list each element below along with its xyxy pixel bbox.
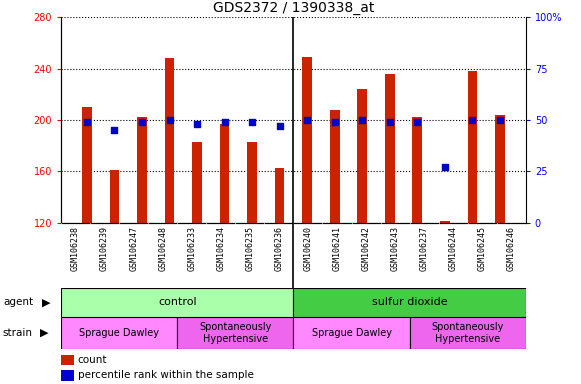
Point [385,119,394,125]
Text: control: control [158,297,196,308]
Bar [495,115,505,223]
Text: GSM106242: GSM106242 [361,226,371,271]
Bar [410,317,526,349]
Point [413,119,422,125]
Text: ▶: ▶ [42,297,51,308]
Bar [61,288,293,317]
Text: GSM106246: GSM106246 [507,226,516,271]
Text: GSM106233: GSM106233 [187,226,196,271]
Bar [177,317,293,349]
Point [330,119,339,125]
Text: GSM106244: GSM106244 [449,226,458,271]
Bar [61,355,74,365]
Bar [61,317,177,349]
Point [165,117,174,123]
Text: count: count [78,355,107,365]
Point [303,117,312,123]
Bar [293,317,410,349]
Bar [468,71,477,223]
Bar [220,124,229,223]
Text: GSM106238: GSM106238 [71,226,80,271]
Bar [440,222,450,223]
Bar [275,167,285,223]
Text: GSM106235: GSM106235 [245,226,254,271]
Text: GSM106245: GSM106245 [478,226,487,271]
Point [137,119,146,125]
Text: GSM106234: GSM106234 [216,226,225,271]
Point [468,117,477,123]
Text: Sprague Dawley: Sprague Dawley [311,328,392,338]
Text: Spontaneously
Hypertensive: Spontaneously Hypertensive [199,322,271,344]
Text: sulfur dioxide: sulfur dioxide [372,297,447,308]
Point [357,117,367,123]
Bar [357,89,367,223]
Point [192,121,202,127]
Text: strain: strain [3,328,33,338]
Point [110,127,119,133]
Point [83,119,92,125]
Point [275,123,284,129]
Bar [248,142,257,223]
Bar [293,288,526,317]
Point [495,117,504,123]
Text: GSM106236: GSM106236 [274,226,284,271]
Text: agent: agent [3,297,33,308]
Text: GSM106248: GSM106248 [158,226,167,271]
Text: Spontaneously
Hypertensive: Spontaneously Hypertensive [432,322,504,344]
Bar [61,370,74,381]
Bar [385,74,394,223]
Text: Sprague Dawley: Sprague Dawley [79,328,159,338]
Text: GSM106239: GSM106239 [100,226,109,271]
Text: GSM106241: GSM106241 [332,226,342,271]
Point [220,119,229,125]
Title: GDS2372 / 1390338_at: GDS2372 / 1390338_at [213,1,374,15]
Point [440,164,450,170]
Bar [192,142,202,223]
Text: ▶: ▶ [40,328,48,338]
Text: percentile rank within the sample: percentile rank within the sample [78,370,254,381]
Bar [82,107,92,223]
Bar [137,118,147,223]
Text: GSM106237: GSM106237 [419,226,429,271]
Text: GSM106243: GSM106243 [390,226,400,271]
Text: GSM106247: GSM106247 [129,226,138,271]
Bar [413,118,422,223]
Bar [330,110,339,223]
Point [248,119,257,125]
Bar [165,58,174,223]
Bar [302,57,312,223]
Text: GSM106240: GSM106240 [303,226,313,271]
Bar [110,170,119,223]
